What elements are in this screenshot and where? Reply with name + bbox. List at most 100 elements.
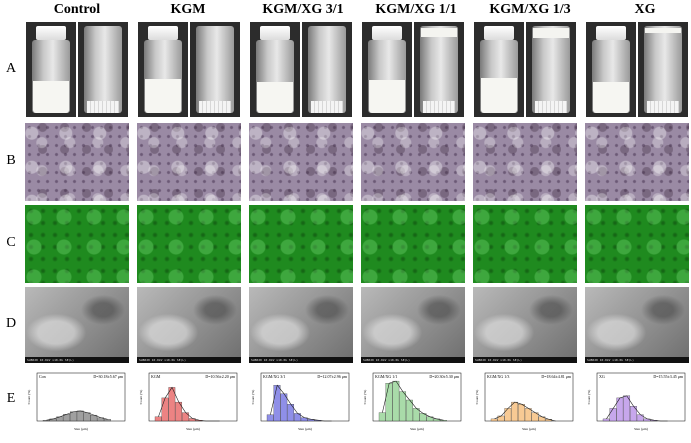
vial-photo [585, 22, 689, 117]
sem-micrograph: SU8020 10.0kV x10.0k SE(L) [25, 287, 129, 363]
vial-photo [473, 22, 577, 117]
histogram-bar [378, 412, 386, 422]
row-label: A [5, 60, 17, 76]
histogram-bar [490, 418, 498, 422]
histogram-bar [602, 418, 610, 422]
x-axis-label: Size (μm) [634, 427, 649, 431]
histogram-bar [161, 397, 169, 422]
histogram-bar [511, 401, 519, 422]
upright-vial [586, 22, 636, 117]
y-axis-label: Count (%) [587, 389, 591, 405]
histogram-sample-label: Con [39, 374, 46, 379]
optical-micrograph [249, 123, 353, 201]
histogram-mean-diameter: D=12.07±2.96 μm [317, 374, 347, 379]
size-histogram: KGM/XG 1/1 D=20.30±5.30 μm Size (μm) Count … [361, 367, 465, 433]
x-axis-label: Size (μm) [186, 427, 201, 431]
x-axis-label: Size (μm) [74, 427, 89, 431]
upright-vial [250, 22, 300, 117]
histogram-bar [399, 391, 407, 422]
x-axis-label: Size (μm) [410, 427, 425, 431]
y-axis-label: Count (%) [139, 389, 143, 405]
histogram-chart: KGM/XG 1/3 D=18.64±4.81 μm Size (μm) Count … [475, 372, 574, 431]
optical-micrograph [25, 123, 129, 201]
histogram-bar [76, 410, 84, 422]
histogram-bar [70, 411, 77, 422]
histogram-bar [385, 383, 393, 422]
distribution-fit-line [270, 384, 332, 422]
distribution-fit-line [606, 395, 668, 422]
column-title: XG [634, 2, 656, 17]
sem-caption: SU8020 10.0kV x10.0k SE(L) [361, 357, 465, 363]
sem-micrograph: SU8020 10.0kV x10.0k SE(L) [137, 287, 241, 363]
size-histogram: KGM/XG 3/1 D=12.07±2.96 μm Size (μm) Count … [249, 367, 353, 433]
y-axis-label: Count (%) [363, 389, 367, 405]
distribution-fit-line [494, 401, 556, 422]
histogram-sample-label: KGM/XG 1/1 [375, 374, 397, 379]
inverted-vial [302, 22, 352, 117]
upright-vial [362, 22, 412, 117]
histogram-sample-label: KGM/XG 1/3 [487, 374, 509, 379]
histogram-mean-diameter: D=20.30±5.30 μm [429, 374, 459, 379]
column-title: KGM/XG 3/1 [262, 2, 344, 17]
row-label: B [6, 153, 16, 168]
x-axis-label: Size (μm) [522, 427, 537, 431]
fluorescence-micrograph [473, 205, 577, 283]
histogram-bar [273, 385, 281, 422]
row-label: D [5, 316, 17, 331]
histogram-bar [524, 408, 532, 422]
fluorescence-micrograph [585, 205, 689, 283]
histogram-sample-label: KGM [151, 374, 161, 379]
size-histogram: XG D=15.55±3.45 μm Size (μm) Count (%) [585, 367, 689, 433]
histogram-bar [609, 408, 617, 422]
histogram-bar [83, 412, 91, 422]
sem-micrograph: SU8020 10.0kV x10.0k SE(L) [473, 287, 577, 363]
y-axis-label: Count (%) [251, 389, 255, 405]
vial-photo [137, 22, 241, 117]
vial-photo [25, 22, 129, 117]
sem-caption: SU8020 10.0kV x10.0k SE(L) [25, 357, 129, 363]
y-axis-label: Count (%) [475, 389, 479, 405]
sem-micrograph: SU8020 10.0kV x10.0k SE(L) [585, 287, 689, 363]
histogram-bar [266, 414, 274, 422]
inverted-vial [638, 22, 688, 117]
upright-vial [26, 22, 76, 117]
inverted-vial [190, 22, 240, 117]
inverted-vial [526, 22, 576, 117]
row-label: C [6, 235, 16, 250]
histogram-bar [504, 408, 512, 422]
histogram-mean-diameter: D=18.64±4.81 μm [541, 374, 571, 379]
column-title: KGM [170, 2, 206, 17]
histogram-sample-label: KGM/XG 3/1 [263, 374, 285, 379]
optical-micrograph [473, 123, 577, 201]
fluorescence-micrograph [137, 205, 241, 283]
column-title: KGM/XG 1/3 [489, 2, 571, 17]
histogram-chart: KGM/XG 3/1 D=12.07±2.96 μm Size (μm) Count … [251, 372, 350, 431]
histogram-bar [182, 412, 189, 422]
optical-micrograph [585, 123, 689, 201]
sem-caption: SU8020 10.0kV x10.0k SE(L) [585, 357, 689, 363]
y-axis-label: Count (%) [27, 389, 31, 405]
x-axis-label: Size (μm) [298, 427, 313, 431]
histogram-chart: XG D=15.55±3.45 μm Size (μm) Count (%) [587, 372, 686, 431]
histogram-bar [42, 420, 50, 422]
sem-micrograph: SU8020 10.0kV x10.0k SE(L) [249, 287, 353, 363]
histogram-chart: KGM D=10.56±2.20 μm Size (μm) Count (%) [139, 372, 238, 431]
distribution-fit-line [382, 380, 444, 421]
distribution-fit-line [158, 386, 220, 422]
fluorescence-micrograph [249, 205, 353, 283]
histogram-mean-diameter: D=15.55±3.45 μm [653, 374, 683, 379]
histogram-bar [392, 380, 400, 422]
inverted-vial [414, 22, 464, 117]
histogram-chart: Con D=30.18±5.67 μm Size (μm) Count (%) [27, 372, 126, 431]
upright-vial [138, 22, 188, 117]
fluorescence-micrograph [25, 205, 129, 283]
vial-photo [361, 22, 465, 117]
row-label: E [6, 391, 16, 406]
sem-caption: SU8020 10.0kV x10.0k SE(L) [473, 357, 577, 363]
histogram-mean-diameter: D=30.18±5.67 μm [93, 374, 123, 379]
size-histogram: KGM D=10.56±2.20 μm Size (μm) Count (%) [137, 367, 241, 433]
histogram-bar [280, 393, 288, 422]
sem-caption: SU8020 10.0kV x10.0k SE(L) [249, 357, 353, 363]
histogram-bar [154, 416, 162, 422]
optical-micrograph [361, 123, 465, 201]
